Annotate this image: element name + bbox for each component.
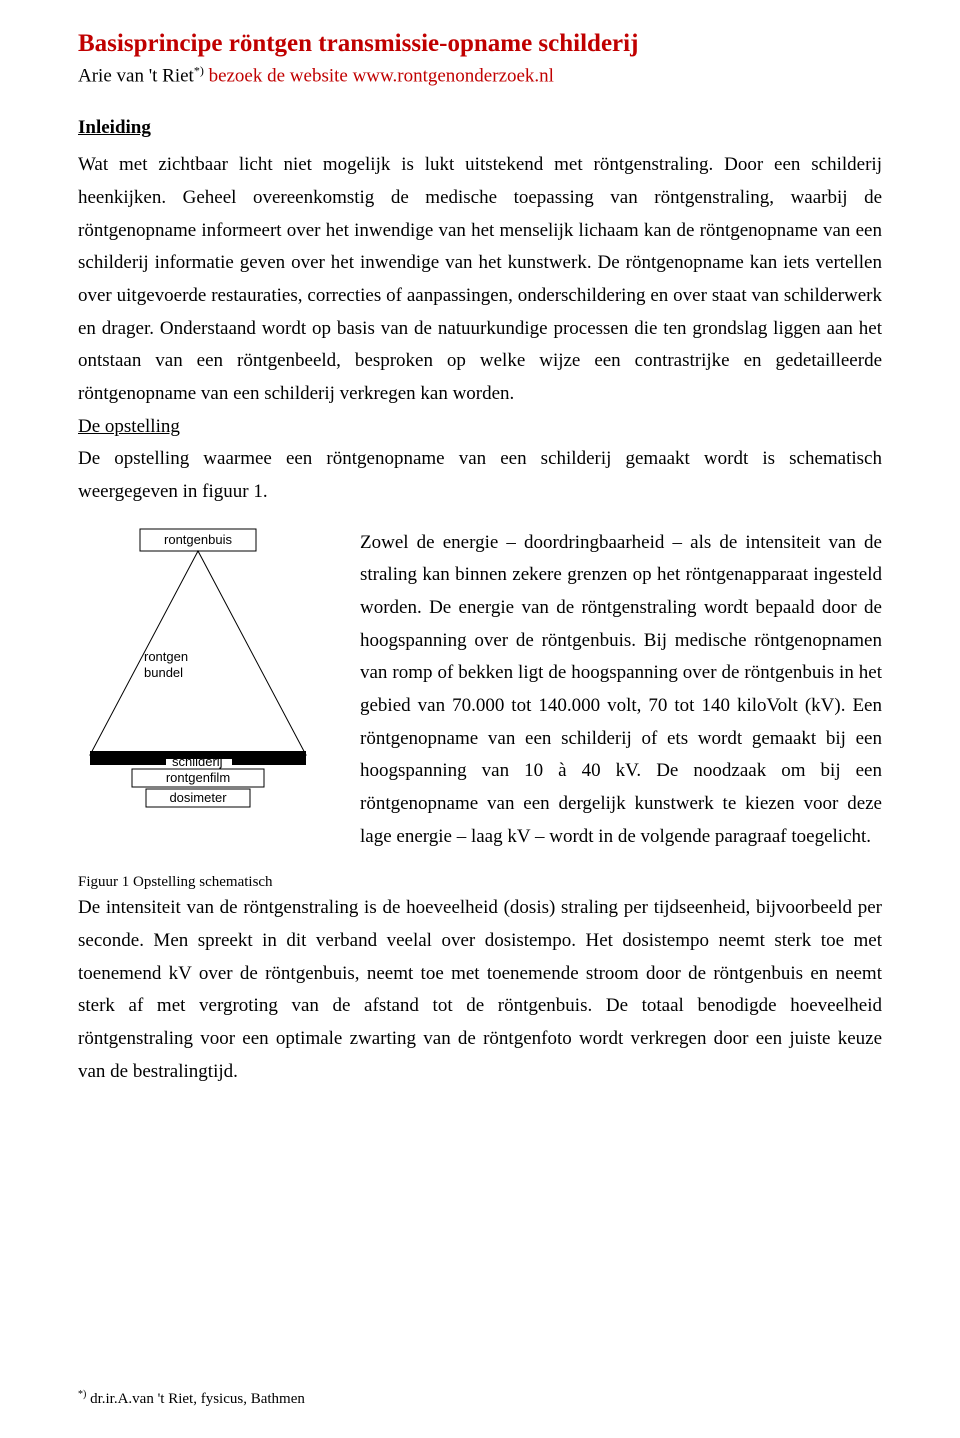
figure-1-caption: Figuur 1 Opstelling schematisch [78,873,338,893]
author-sup: *) [194,63,204,77]
heading-inleiding: Inleiding [78,117,882,139]
author-link[interactable]: bezoek de website www.rontgenonderzoek.n… [209,66,554,87]
footnote-text: dr.ir.A.van 't Riet, fysicus, Bathmen [90,1391,305,1407]
paragraph-inleiding: Wat met zichtbaar licht niet mogelijk is… [78,149,882,410]
paragraph-continuation: De intensiteit van de röntgenstraling is… [78,892,882,1088]
footnote: *) dr.ir.A.van 't Riet, fysicus, Bathmen [78,1389,305,1408]
figure-label-bundel: bundel [144,665,183,680]
heading-opstelling: De opstelling [78,411,882,444]
figure-text-row: rontgenbuis rontgen bundel schilderij ro… [78,527,882,893]
figure-label-dosimeter: dosimeter [169,790,227,805]
paragraph-opstelling-intro: De opstelling waarmee een röntgenopname … [78,443,882,508]
figure-label-schilderij: schilderij [172,754,223,769]
page: Basisprincipe röntgen transmissie-opname… [0,0,960,1438]
figure-column: rontgenbuis rontgen bundel schilderij ro… [78,527,338,893]
paragraph-side: Zowel de energie – doordringbaarheid – a… [360,527,882,854]
author-name: Arie van 't Riet [78,66,194,87]
footnote-sup: *) [78,1389,86,1400]
figure-label-rontgenbuis: rontgenbuis [164,532,232,547]
author-line: Arie van 't Riet*) bezoek de website www… [78,63,882,89]
figure-label-rontgenfilm: rontgenfilm [166,770,230,785]
page-title: Basisprincipe röntgen transmissie-opname… [78,28,882,59]
figure-1-diagram: rontgenbuis rontgen bundel schilderij ro… [78,527,328,815]
figure-label-rontgen: rontgen [144,649,188,664]
